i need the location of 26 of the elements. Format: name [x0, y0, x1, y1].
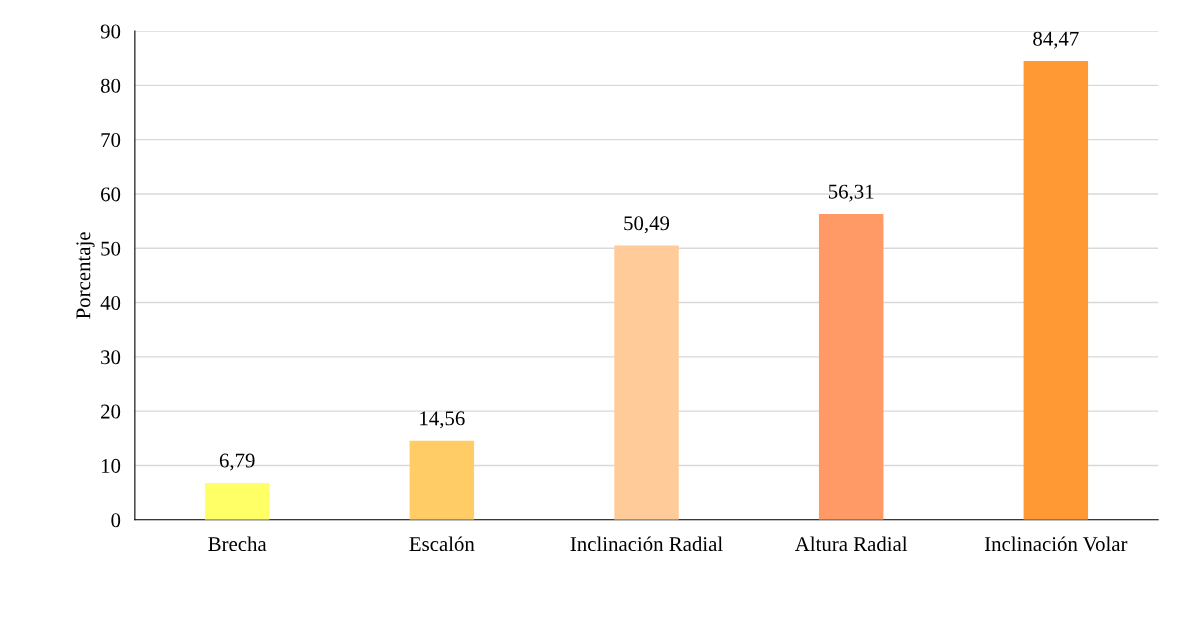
y-tick-label: 10 [101, 458, 121, 473]
x-tick-label: Inclinación Radial [570, 536, 723, 552]
y-tick-label: 20 [101, 404, 121, 419]
data-label: 14,56 [420, 411, 465, 429]
data-label: 6,79 [219, 453, 255, 471]
bar [818, 214, 884, 520]
y-tick-label: 30 [101, 350, 121, 365]
data-label: 50,49 [624, 216, 670, 234]
x-tick-label: Inclinación Volar [984, 536, 1128, 552]
x-tick-label: Brecha [208, 536, 267, 552]
y-tick-label: 90 [100, 24, 121, 39]
bar [409, 440, 475, 520]
y-tick-label: 70 [101, 133, 121, 148]
x-tick-label: Altura Radial [794, 536, 908, 552]
y-tick-label: 60 [101, 187, 121, 202]
y-tick-label: 0 [111, 513, 121, 528]
y-tick-label: 50 [101, 241, 121, 256]
bar [1023, 61, 1089, 520]
y-tick-label: 40 [100, 295, 121, 310]
bar [614, 245, 679, 520]
data-label: 84,47 [1033, 31, 1079, 49]
y-axis-title: Porcentaje [76, 232, 95, 319]
data-label: 56,31 [828, 184, 874, 202]
y-tick-label: 80 [100, 78, 121, 93]
bar [204, 482, 270, 520]
x-tick-label: Escalón [409, 536, 475, 552]
